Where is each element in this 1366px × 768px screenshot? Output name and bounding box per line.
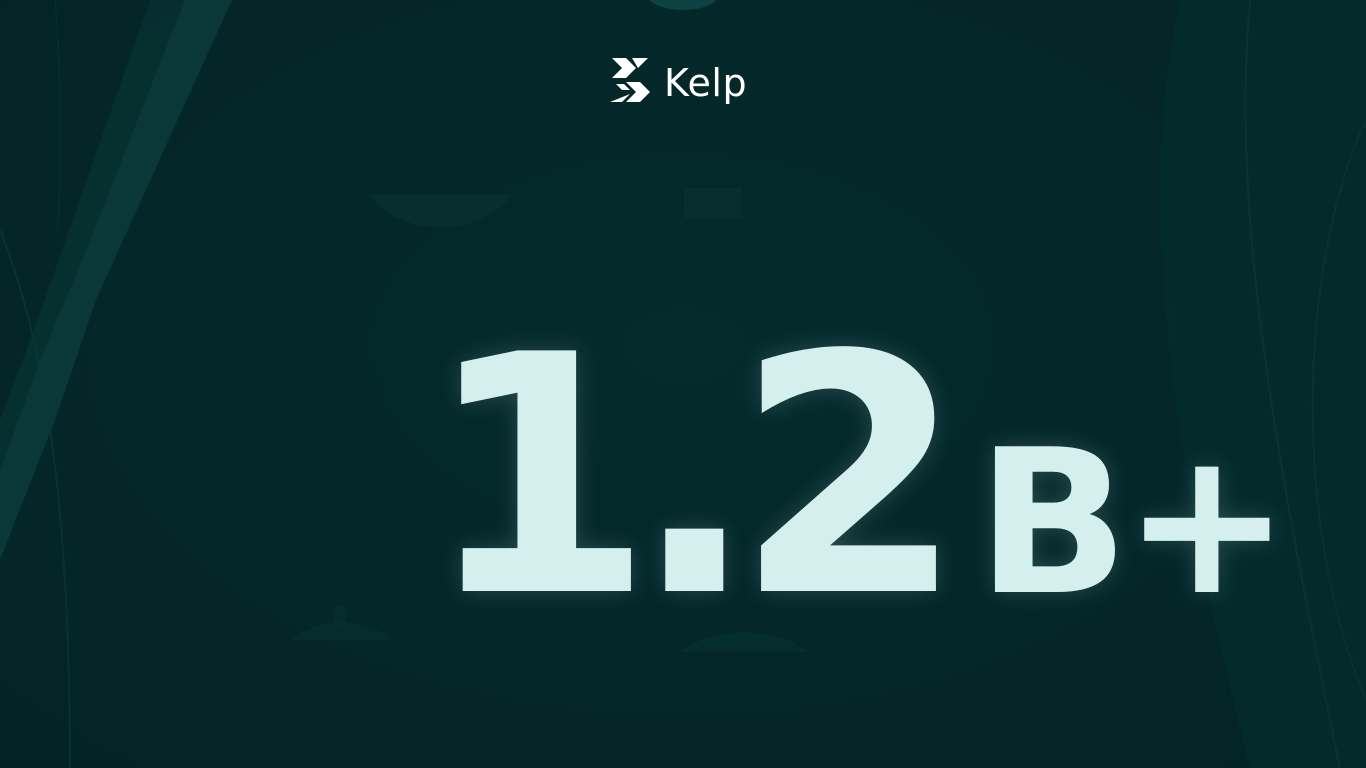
- kelp-logo-icon: [610, 58, 650, 102]
- hero-stat: 1.2 B+: [424, 250, 1291, 642]
- stat-suffix: B+: [976, 407, 1291, 640]
- brand-name: Kelp: [664, 61, 748, 105]
- brand-logo[interactable]: Kelp: [608, 54, 747, 110]
- stat-value: 1.2: [424, 285, 965, 669]
